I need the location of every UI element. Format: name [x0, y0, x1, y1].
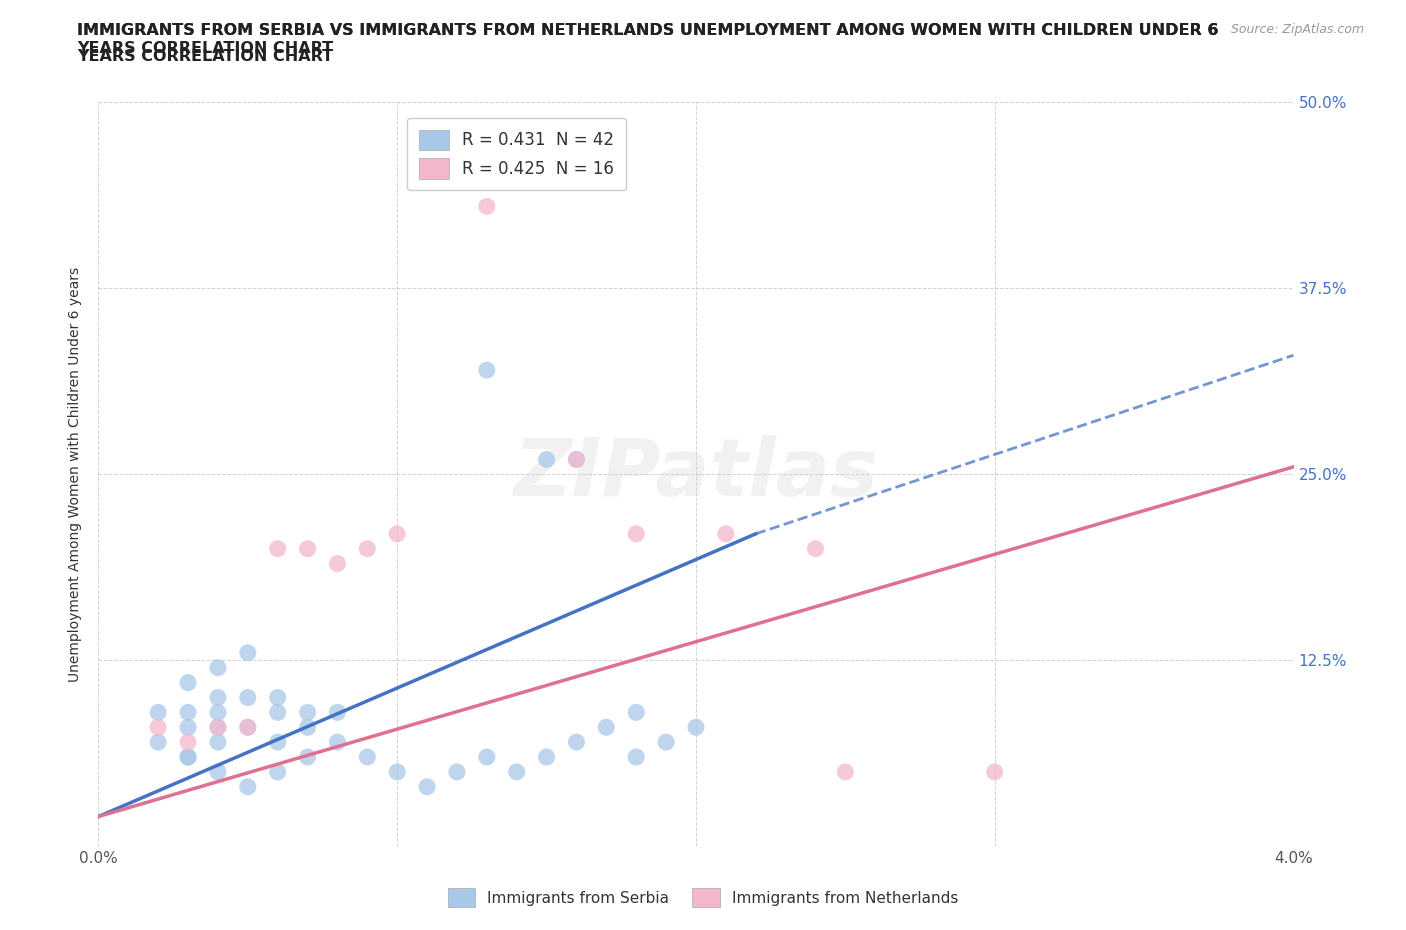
Point	[385, 526, 409, 541]
Point	[297, 750, 319, 764]
Point	[565, 735, 588, 750]
Point	[177, 750, 200, 764]
Point	[536, 452, 558, 467]
Point	[326, 556, 349, 571]
Point	[267, 735, 290, 750]
Point	[236, 779, 259, 794]
Point	[267, 690, 290, 705]
Point	[565, 452, 588, 467]
Point	[297, 720, 319, 735]
Point	[475, 750, 498, 764]
Text: ZIPatlas: ZIPatlas	[513, 435, 879, 513]
Point	[626, 526, 648, 541]
Point	[236, 645, 259, 660]
Point	[475, 363, 498, 378]
Point	[506, 764, 529, 779]
Point	[356, 750, 378, 764]
Point	[714, 526, 737, 541]
Point	[148, 720, 170, 735]
Text: Source: ZipAtlas.com: Source: ZipAtlas.com	[1230, 23, 1364, 36]
Point	[385, 764, 409, 779]
Point	[177, 750, 200, 764]
Point	[207, 720, 229, 735]
Point	[177, 720, 200, 735]
Point	[326, 705, 349, 720]
Point	[207, 735, 229, 750]
Point	[984, 764, 1007, 779]
Point	[177, 675, 200, 690]
Point	[267, 705, 290, 720]
Point	[177, 705, 200, 720]
Point	[565, 452, 588, 467]
Point	[655, 735, 678, 750]
Point	[236, 690, 259, 705]
Point	[207, 764, 229, 779]
Point	[207, 720, 229, 735]
Point	[236, 720, 259, 735]
Point	[207, 705, 229, 720]
Legend: R = 0.431  N = 42, R = 0.425  N = 16: R = 0.431 N = 42, R = 0.425 N = 16	[408, 118, 626, 191]
Point	[207, 660, 229, 675]
Point	[267, 541, 290, 556]
Point	[536, 750, 558, 764]
Point	[446, 764, 468, 779]
Point	[148, 705, 170, 720]
Point	[326, 735, 349, 750]
Point	[475, 199, 498, 214]
Point	[626, 750, 648, 764]
Text: IMMIGRANTS FROM SERBIA VS IMMIGRANTS FROM NETHERLANDS UNEMPLOYMENT AMONG WOMEN W: IMMIGRANTS FROM SERBIA VS IMMIGRANTS FRO…	[77, 23, 1219, 56]
Point	[148, 735, 170, 750]
Text: IMMIGRANTS FROM SERBIA VS IMMIGRANTS FROM NETHERLANDS UNEMPLOYMENT AMONG WOMEN W: IMMIGRANTS FROM SERBIA VS IMMIGRANTS FRO…	[77, 23, 1219, 38]
Point	[595, 720, 617, 735]
Y-axis label: Unemployment Among Women with Children Under 6 years: Unemployment Among Women with Children U…	[69, 267, 83, 682]
Point	[356, 541, 378, 556]
Point	[626, 705, 648, 720]
Point	[236, 720, 259, 735]
Legend: Immigrants from Serbia, Immigrants from Netherlands: Immigrants from Serbia, Immigrants from …	[441, 883, 965, 913]
Point	[177, 735, 200, 750]
Text: YEARS CORRELATION CHART: YEARS CORRELATION CHART	[77, 49, 333, 64]
Point	[685, 720, 707, 735]
Point	[804, 541, 827, 556]
Point	[416, 779, 439, 794]
Point	[297, 705, 319, 720]
Point	[297, 541, 319, 556]
Point	[207, 690, 229, 705]
Point	[267, 764, 290, 779]
Point	[834, 764, 856, 779]
